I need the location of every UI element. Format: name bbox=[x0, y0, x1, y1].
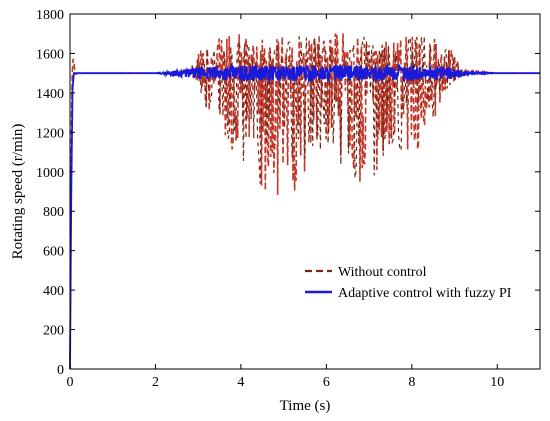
y-tick-label-9: 1800 bbox=[36, 8, 64, 23]
x-tick-label-0: 0 bbox=[67, 375, 74, 390]
plot-frame bbox=[69, 13, 541, 370]
legend: Without control Adaptive control with fu… bbox=[305, 265, 512, 301]
series-adaptive-control-line bbox=[69, 62, 540, 370]
y-tick-label-8: 1600 bbox=[36, 47, 64, 62]
y-axis-label: Rotating speed (r/min) bbox=[10, 124, 26, 260]
y-tick-label-0: 0 bbox=[57, 363, 64, 378]
y-tick-label-3: 600 bbox=[43, 245, 64, 260]
series-layer bbox=[69, 33, 540, 370]
legend-label-without-control: Without control bbox=[338, 265, 427, 280]
y-tick-label-5: 1000 bbox=[36, 166, 64, 181]
x-axis-label: Time (s) bbox=[280, 398, 331, 414]
x-tick-label-5: 10 bbox=[490, 375, 504, 390]
x-tick-label-1: 2 bbox=[152, 375, 159, 390]
y-tick-label-7: 1400 bbox=[36, 87, 64, 102]
y-tick-label-6: 1200 bbox=[36, 126, 64, 141]
y-tick-label-4: 800 bbox=[43, 205, 64, 220]
axes-layer: 0 2 4 6 8 10 0 200 400 600 800 1000 1200 1400 1600 1800 bbox=[36, 8, 541, 390]
y-tick-label-1: 200 bbox=[43, 324, 64, 339]
legend-label-adaptive-control: Adaptive control with fuzzy PI bbox=[338, 286, 512, 301]
y-tick-label-2: 400 bbox=[43, 284, 64, 299]
x-tick-label-3: 6 bbox=[323, 375, 330, 390]
x-tick-label-2: 4 bbox=[237, 375, 244, 390]
x-tick-label-4: 8 bbox=[408, 375, 415, 390]
series-without-control-overlay bbox=[189, 35, 464, 184]
